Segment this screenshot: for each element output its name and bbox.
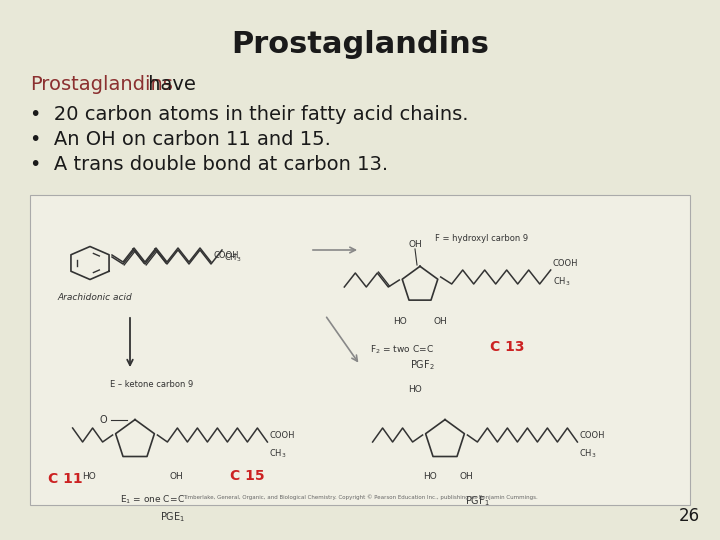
- Text: COOH: COOH: [213, 251, 238, 260]
- Text: HO: HO: [408, 385, 422, 394]
- Text: •  20 carbon atoms in their fatty acid chains.: • 20 carbon atoms in their fatty acid ch…: [30, 105, 469, 124]
- Text: F$_2$ = two C$\!=\!$C: F$_2$ = two C$\!=\!$C: [370, 343, 434, 355]
- Text: CH$_3$: CH$_3$: [269, 448, 287, 461]
- Text: CH$_3$: CH$_3$: [224, 251, 241, 264]
- Text: E – ketone carbon 9: E – ketone carbon 9: [110, 380, 193, 389]
- Text: CH$_3$: CH$_3$: [580, 448, 597, 461]
- Text: C 15: C 15: [230, 469, 265, 483]
- Text: E$_1$ = one C$\!=\!$C: E$_1$ = one C$\!=\!$C: [120, 494, 185, 507]
- Text: COOH: COOH: [580, 431, 605, 440]
- Text: COOH: COOH: [269, 431, 295, 440]
- Text: HO: HO: [82, 472, 96, 481]
- Text: F = hydroxyl carbon 9: F = hydroxyl carbon 9: [435, 234, 528, 243]
- Text: PGF$_2$: PGF$_2$: [410, 358, 435, 372]
- Text: OH: OH: [459, 472, 473, 481]
- Text: O: O: [99, 415, 107, 424]
- Text: OH: OH: [170, 472, 184, 481]
- Text: OH: OH: [433, 317, 447, 326]
- Text: Prostaglandins: Prostaglandins: [231, 30, 489, 59]
- Text: COOH: COOH: [553, 259, 578, 268]
- Text: 26: 26: [679, 507, 700, 525]
- Text: •  A trans double bond at carbon 13.: • A trans double bond at carbon 13.: [30, 155, 388, 174]
- Text: OH: OH: [408, 240, 422, 249]
- Text: Prostaglandins: Prostaglandins: [30, 75, 173, 94]
- Text: have: have: [142, 75, 196, 94]
- Text: Timberlake, General, Organic, and Biological Chemistry. Copyright © Pearson Educ: Timberlake, General, Organic, and Biolog…: [183, 494, 537, 500]
- Text: HO: HO: [393, 317, 407, 326]
- Text: PGF$_1$: PGF$_1$: [465, 494, 490, 508]
- Text: C 11: C 11: [48, 472, 83, 486]
- Text: PGE$_1$: PGE$_1$: [160, 510, 185, 524]
- Text: HO: HO: [423, 472, 437, 481]
- Text: C 13: C 13: [490, 340, 524, 354]
- Text: Arachidonic acid: Arachidonic acid: [58, 293, 132, 302]
- Text: CH$_3$: CH$_3$: [553, 276, 570, 288]
- FancyBboxPatch shape: [30, 195, 690, 505]
- Text: •  An OH on carbon 11 and 15.: • An OH on carbon 11 and 15.: [30, 130, 331, 149]
